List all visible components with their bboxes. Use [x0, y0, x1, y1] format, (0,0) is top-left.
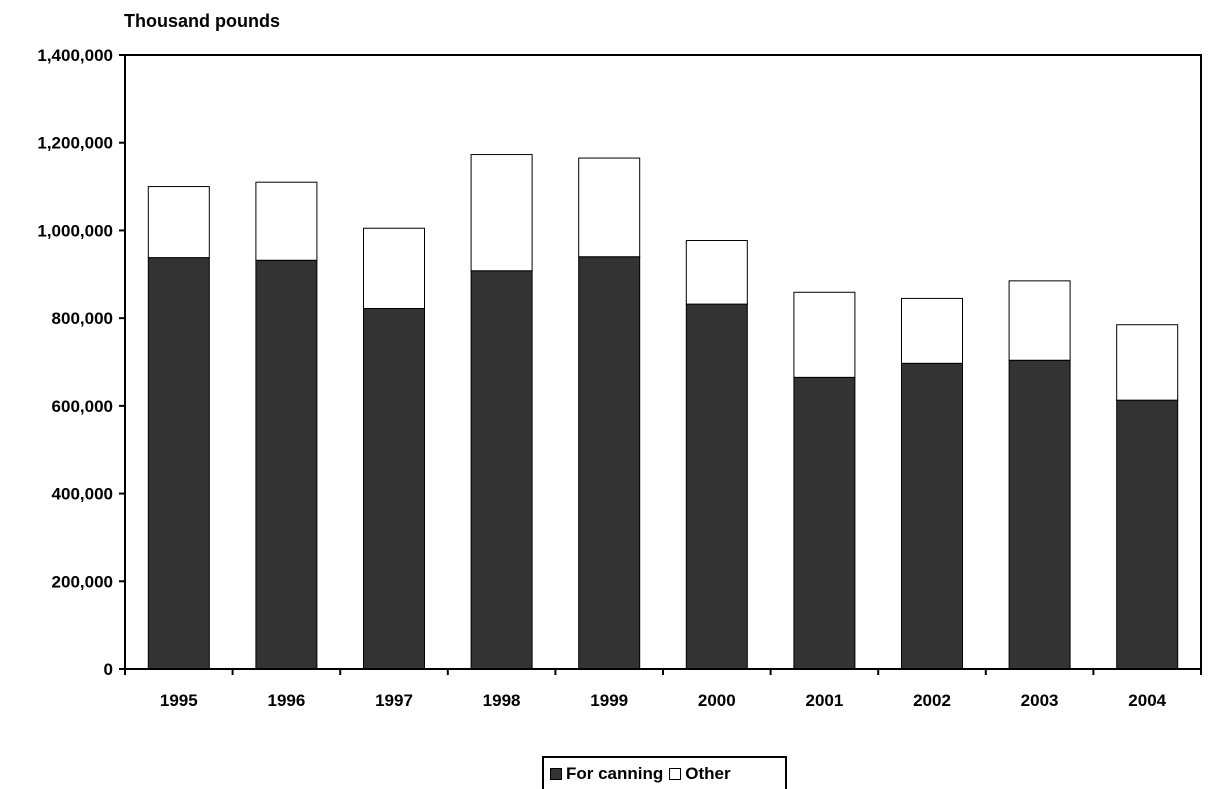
- legend: For canning Other: [542, 756, 787, 789]
- y-tick-label: 400,000: [52, 485, 113, 504]
- bar-other-1998: [470, 154, 533, 272]
- bars-layer: [147, 154, 1179, 670]
- bar-other-2000: [685, 240, 748, 305]
- bar-for-canning-1997: [363, 307, 425, 670]
- y-tick-label: 200,000: [52, 572, 113, 591]
- bar-other-2002: [901, 297, 963, 364]
- y-axis-label: Thousand pounds: [124, 11, 280, 31]
- bar-for-canning-2003: [1008, 359, 1071, 670]
- bar-for-canning-2001: [793, 376, 856, 670]
- y-tick-label: 0: [104, 660, 113, 679]
- bar-for-canning-1999: [578, 256, 641, 670]
- y-tick-label: 600,000: [52, 397, 113, 416]
- legend-item-for-canning: For canning: [550, 764, 663, 784]
- bar-for-canning-1996: [255, 259, 318, 670]
- bar-other-1997: [363, 227, 425, 309]
- axes-layer: 0 200,000 400,000 600,000 800,000 1,000,000 1,…: [37, 46, 1202, 710]
- bar-other-2003: [1008, 280, 1071, 361]
- bar-for-canning-2004: [1116, 399, 1179, 670]
- x-tick-label: 2001: [805, 691, 843, 710]
- bar-other-2001: [793, 291, 856, 378]
- bar-for-canning-1998: [470, 270, 533, 670]
- legend-label-for-canning: For canning: [566, 763, 664, 783]
- x-tick-label: 2002: [913, 691, 951, 710]
- legend-item-other: Other: [669, 763, 731, 784]
- x-tick-label: 1998: [483, 691, 521, 710]
- x-tick-label: 1995: [160, 691, 198, 710]
- y-tick-label: 1,400,000: [37, 46, 113, 65]
- bar-other-1995: [147, 186, 210, 259]
- legend-swatch-other: [669, 767, 682, 780]
- y-tick-label: 1,000,000: [37, 221, 113, 240]
- y-tick-label: 1,200,000: [37, 134, 113, 153]
- bar-other-1996: [255, 181, 318, 261]
- x-tick-label: 2000: [698, 691, 736, 710]
- bar-for-canning-1995: [147, 257, 210, 670]
- x-tick-label: 1996: [267, 691, 305, 710]
- x-tick-label: 2003: [1021, 691, 1059, 710]
- x-tick-label: 2004: [1128, 691, 1166, 710]
- y-tick-label: 800,000: [52, 309, 113, 328]
- legend-label-other: Other: [685, 763, 731, 783]
- bar-other-1999: [578, 157, 641, 258]
- legend-swatch-for-canning: [550, 767, 562, 780]
- bar-other-2004: [1116, 324, 1179, 401]
- x-tick-label: 1997: [375, 691, 413, 710]
- bar-for-canning-2000: [685, 303, 748, 670]
- x-tick-label: 1999: [590, 691, 628, 710]
- bar-for-canning-2002: [901, 362, 963, 670]
